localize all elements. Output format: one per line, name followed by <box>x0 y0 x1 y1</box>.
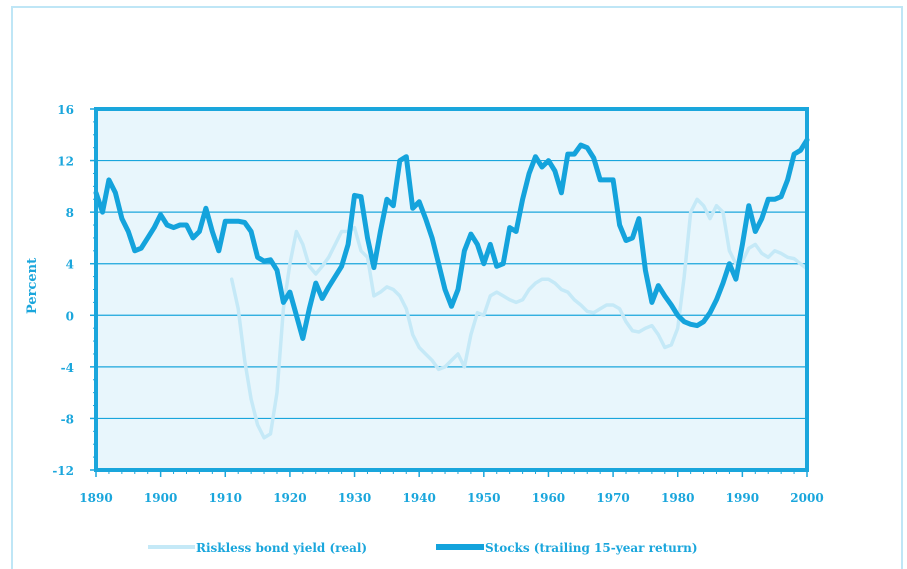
tick-labels: 1890 1900 1910 1920 1930 1940 1950 1960 1970 1980… <box>52 103 823 505</box>
x-tick-label: 1930 <box>338 491 371 505</box>
y-tick-label: 12 <box>57 155 74 169</box>
x-tick-label: 1970 <box>596 491 629 505</box>
y-axis-label: Percent <box>25 258 40 314</box>
series-line-stocks <box>93 137 810 341</box>
axis-layer <box>90 107 809 477</box>
y-tick-label: 4 <box>66 258 74 272</box>
plot-background <box>96 109 807 470</box>
x-tick-label: 1980 <box>661 491 694 505</box>
x-tick-label: 2000 <box>790 491 823 505</box>
y-tick-label: -4 <box>61 361 74 375</box>
x-tick-label: 1950 <box>467 491 500 505</box>
plot-area <box>96 109 807 470</box>
series-layer <box>93 137 810 440</box>
chart-frame <box>11 6 903 569</box>
gridlines <box>96 159 807 420</box>
x-tick-label: 1910 <box>209 491 242 505</box>
y-tick-label: -12 <box>52 464 74 478</box>
x-tick-label: 1900 <box>144 491 177 505</box>
y-tick-label: -8 <box>61 412 74 426</box>
x-tick-label: 1990 <box>726 491 759 505</box>
legend: Riskless bond yield (real) Stocks (trail… <box>148 541 698 555</box>
y-tick-label: 8 <box>66 206 74 220</box>
x-tick-label: 1960 <box>532 491 565 505</box>
legend-label-stocks: Stocks (trailing 15-year return) <box>485 541 698 555</box>
series-line-bond <box>229 197 809 440</box>
legend-label-bond: Riskless bond yield (real) <box>196 541 367 555</box>
x-tick-label: 1920 <box>273 491 306 505</box>
y-tick-label: 16 <box>57 103 74 117</box>
x-tick-label: 1890 <box>79 491 112 505</box>
y-tick-label: 0 <box>66 309 74 323</box>
x-tick-label: 1940 <box>402 491 435 505</box>
